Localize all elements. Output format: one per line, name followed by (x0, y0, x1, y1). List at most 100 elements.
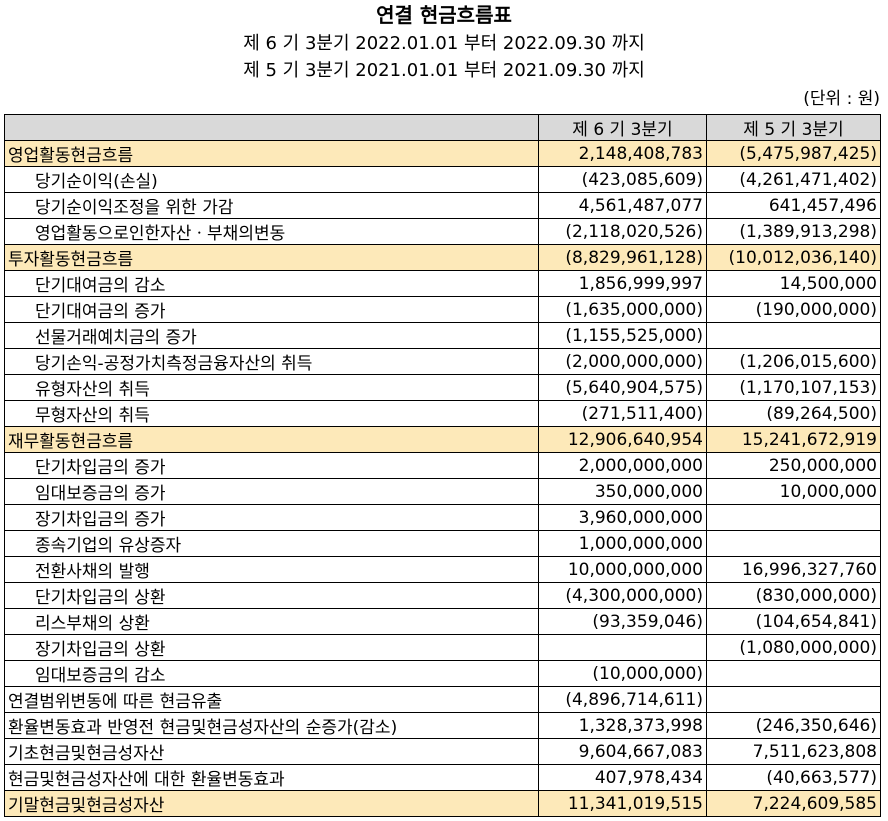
current-period-value: 2,000,000,000 (538, 452, 707, 479)
table-row: 단기대여금의 증가 (1,635,000,000) (190,000,000) (4, 296, 881, 323)
row-label: 임대보증금의 증가 (4, 478, 539, 505)
row-label: 단기차입금의 상환 (4, 582, 539, 609)
row-label: 종속기업의 유상증자 (4, 530, 539, 557)
row-label: 기초현금및현금성자산 (4, 738, 539, 765)
period-prior: 제 5 기 3분기 2021.01.01 부터 2021.09.30 까지 (243, 60, 645, 81)
row-label: 전환사채의 발행 (4, 556, 539, 583)
section-row: 영업활동현금흐름 2,148,408,783 (5,475,987,425) (4, 140, 881, 167)
row-label: 선물거래예치금의 증가 (4, 322, 539, 349)
cash-flow-table: 제 6 기 3분기 제 5 기 3분기 영업활동현금흐름 2,148,408,78… (4, 114, 881, 817)
prior-period-value: (1,080,000,000) (706, 634, 881, 661)
table-row: 유형자산의 취득 (5,640,904,575) (1,170,107,153) (4, 374, 881, 401)
table-row: 당기순이익조정을 위한 가감 4,561,487,077 641,457,496 (4, 192, 881, 219)
row-label: 영업활동으로인한자산ㆍ부채의변동 (4, 218, 539, 245)
current-period-value: (423,085,609) (538, 166, 707, 193)
row-label: 영업활동현금흐름 (4, 140, 539, 167)
table-row: 당기순이익(손실) (423,085,609) (4,261,471,402) (4, 166, 881, 193)
unit-label: (단위 : 원) (803, 89, 880, 109)
table-row: 무형자산의 취득 (271,511,400) (89,264,500) (4, 400, 881, 427)
table-row: 종속기업의 유상증자 1,000,000,000 (4, 530, 881, 557)
row-label: 장기차입금의 상환 (4, 634, 539, 661)
prior-period-value: 7,511,623,808 (706, 738, 881, 765)
current-period-value: 350,000,000 (538, 478, 707, 505)
row-label: 투자활동현금흐름 (4, 244, 539, 271)
current-period-value: 1,000,000,000 (538, 530, 707, 557)
prior-period-value: 250,000,000 (706, 452, 881, 479)
section-row: 투자활동현금흐름 (8,829,961,128) (10,012,036,140) (4, 244, 881, 271)
prior-period-value: (1,389,913,298) (706, 218, 881, 245)
row-label: 장기차입금의 증가 (4, 504, 539, 531)
row-label: 당기순이익조정을 위한 가감 (4, 192, 539, 219)
statement-title: 연결 현금흐름표 (376, 3, 512, 27)
prior-period-value: 10,000,000 (706, 478, 881, 505)
table-row: 리스부채의 상환 (93,359,046) (104,654,841) (4, 608, 881, 635)
prior-period-value (706, 686, 881, 713)
current-period-value: 3,960,000,000 (538, 504, 707, 531)
table-row: 단기차입금의 증가 2,000,000,000 250,000,000 (4, 452, 881, 479)
prior-period-value: (40,663,577) (706, 764, 881, 791)
current-period-value: 2,148,408,783 (538, 140, 707, 167)
row-label: 임대보증금의 감소 (4, 660, 539, 687)
table-row: 임대보증금의 감소 (10,000,000) (4, 660, 881, 687)
table-row: 영업활동으로인한자산ㆍ부채의변동 (2,118,020,526) (1,389,91… (4, 218, 881, 245)
row-label: 단기대여금의 증가 (4, 296, 539, 323)
table-row: 장기차입금의 상환 (1,080,000,000) (4, 634, 881, 661)
row-label: 현금및현금성자산에 대한 환율변동효과 (4, 764, 539, 791)
prior-period-value (706, 322, 881, 349)
prior-period-value (706, 530, 881, 557)
current-period-value: (5,640,904,575) (538, 374, 707, 401)
current-period-value: (8,829,961,128) (538, 244, 707, 271)
section-row: 기말현금및현금성자산 11,341,019,515 7,224,609,585 (4, 790, 881, 817)
table-header-row: 제 6 기 3분기 제 5 기 3분기 (4, 114, 881, 141)
table-row: 장기차입금의 증가 3,960,000,000 (4, 504, 881, 531)
prior-period-value: (104,654,841) (706, 608, 881, 635)
prior-period-value: (5,475,987,425) (706, 140, 881, 167)
current-period-value: (10,000,000) (538, 660, 707, 687)
prior-period-value: 7,224,609,585 (706, 790, 881, 817)
section-row: 재무활동현금흐름 12,906,640,954 15,241,672,919 (4, 426, 881, 453)
prior-period-value: (10,012,036,140) (706, 244, 881, 271)
prior-period-value: (1,170,107,153) (706, 374, 881, 401)
header-label-cell (4, 114, 539, 141)
current-period-value: 10,000,000,000 (538, 556, 707, 583)
current-period-value: 4,561,487,077 (538, 192, 707, 219)
current-period-value: (4,300,000,000) (538, 582, 707, 609)
table-row: 선물거래예치금의 증가 (1,155,525,000) (4, 322, 881, 349)
current-period-value: 1,328,373,998 (538, 712, 707, 739)
current-period-value: (1,635,000,000) (538, 296, 707, 323)
table-row: 전환사채의 발행 10,000,000,000 16,996,327,760 (4, 556, 881, 583)
current-period-value: (4,896,714,611) (538, 686, 707, 713)
current-period-value: (271,511,400) (538, 400, 707, 427)
prior-period-value: (246,350,646) (706, 712, 881, 739)
current-period-value: (2,118,020,526) (538, 218, 707, 245)
row-label: 리스부채의 상환 (4, 608, 539, 635)
row-label: 당기순이익(손실) (4, 166, 539, 193)
prior-period-value: (1,206,015,600) (706, 348, 881, 375)
prior-period-value (706, 660, 881, 687)
current-period-value: 12,906,640,954 (538, 426, 707, 453)
row-label: 재무활동현금흐름 (4, 426, 539, 453)
prior-period-value: (190,000,000) (706, 296, 881, 323)
row-label: 연결범위변동에 따른 현금유출 (4, 686, 539, 713)
row-label: 단기차입금의 증가 (4, 452, 539, 479)
prior-period-value: (830,000,000) (706, 582, 881, 609)
current-period-value: (93,359,046) (538, 608, 707, 635)
current-period-value: 9,604,667,083 (538, 738, 707, 765)
prior-period-value: (89,264,500) (706, 400, 881, 427)
row-label: 유형자산의 취득 (4, 374, 539, 401)
current-period-value: 11,341,019,515 (538, 790, 707, 817)
current-period-value: 1,856,999,997 (538, 270, 707, 297)
prior-period-value: 16,996,327,760 (706, 556, 881, 583)
row-label: 당기손익-공정가치측정금융자산의 취득 (4, 348, 539, 375)
table-row: 당기손익-공정가치측정금융자산의 취득 (2,000,000,000) (1,206… (4, 348, 881, 375)
prior-period-value: 15,241,672,919 (706, 426, 881, 453)
header-prior-period: 제 5 기 3분기 (706, 114, 881, 141)
header-current-period: 제 6 기 3분기 (538, 114, 707, 141)
table-row: 현금및현금성자산에 대한 환율변동효과 407,978,434 (40,663,57… (4, 764, 881, 791)
table-row: 단기차입금의 상환 (4,300,000,000) (830,000,000) (4, 582, 881, 609)
prior-period-value: 14,500,000 (706, 270, 881, 297)
row-label: 단기대여금의 감소 (4, 270, 539, 297)
current-period-value (538, 634, 707, 661)
prior-period-value: (4,261,471,402) (706, 166, 881, 193)
table-row: 임대보증금의 증가 350,000,000 10,000,000 (4, 478, 881, 505)
